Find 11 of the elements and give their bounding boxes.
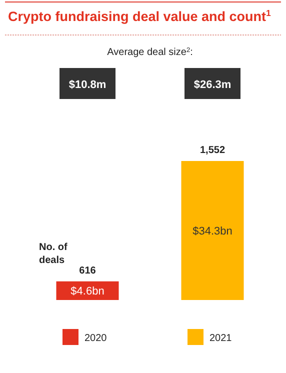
text: $26.3m: [194, 79, 232, 91]
annotation: No. of deals: [39, 242, 68, 266]
legend-label: 2020: [84, 333, 108, 344]
text: $10.8m: [68, 79, 106, 91]
data-label: $34.3bn: [192, 226, 232, 238]
text: 1,552: [200, 145, 226, 156]
text: Average deal size$^{2}$:: [107, 46, 193, 58]
chart-title: Crypto fundraising deal value and count$^{1}$: [8, 8, 272, 24]
legend-label: 2021: [210, 333, 232, 344]
annotation: 616: [79, 265, 96, 276]
data-label: $4.6bn: [70, 286, 104, 298]
